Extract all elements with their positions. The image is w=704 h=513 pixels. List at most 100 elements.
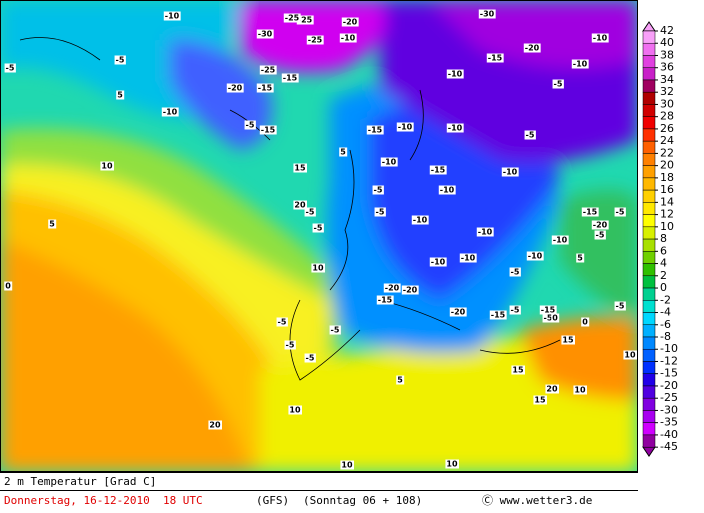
contour-label: -10 <box>165 12 180 21</box>
contour-label-box <box>438 185 456 195</box>
contour-label-box <box>366 125 384 135</box>
colorbar-label: -40 <box>660 428 678 441</box>
colorbar-segment <box>642 275 656 289</box>
contour-label: -5 <box>306 354 315 363</box>
colorbar-segment <box>642 410 656 423</box>
colorbar-segment <box>642 42 656 56</box>
contour-label: -25 <box>308 36 323 45</box>
contour-label: -15 <box>431 166 446 175</box>
colorbar-label: -15 <box>660 367 678 380</box>
contour-label: -5 <box>278 318 287 327</box>
contour-label: 10 <box>101 162 113 171</box>
contour-label: -25 <box>261 66 276 75</box>
contour-label-box <box>339 33 357 43</box>
contour-label-box <box>524 130 536 140</box>
colorbar-segment <box>642 348 656 362</box>
contour-label-box <box>329 325 341 335</box>
contour-label-box <box>591 220 609 230</box>
contour-label: -10 <box>503 168 518 177</box>
colorbar-segment <box>642 153 656 166</box>
contour-label-box <box>374 207 386 217</box>
contour-label: -10 <box>553 236 568 245</box>
contour-label: -20 <box>228 84 243 93</box>
colorbar-segment <box>642 104 656 117</box>
colorbar-label: 2 <box>660 269 667 282</box>
contour-label-box <box>256 83 274 93</box>
colorbar-segment <box>642 165 656 179</box>
contour-label: 5 <box>577 254 583 263</box>
contour-label: 5 <box>117 91 123 100</box>
colorbar-arrow <box>642 21 656 32</box>
colorbar-segment <box>642 226 656 240</box>
contour-label: -25 <box>298 16 313 25</box>
contour-label-box <box>614 207 626 217</box>
colorbar-label: -20 <box>660 379 678 392</box>
contour-label-box <box>571 59 589 69</box>
contour-label-box <box>161 107 179 117</box>
contour-label-box <box>340 460 354 470</box>
contour-label-box <box>509 305 521 315</box>
contour-label-box <box>256 29 274 39</box>
colorbar-segment <box>642 287 656 301</box>
contour-label: 0 <box>552 314 558 323</box>
contour-label-box <box>539 305 557 315</box>
contour-label: 5 <box>340 148 346 157</box>
contour-label-box <box>396 375 405 385</box>
contour-label-box <box>489 310 507 320</box>
contour-label-box <box>163 11 181 21</box>
colorbar-segment <box>642 373 656 387</box>
credit: Ⓒ www.wetter3.de <box>482 494 592 507</box>
colorbar-label: 32 <box>660 85 674 98</box>
contour-label: -20 <box>343 18 358 27</box>
colorbar-label: -45 <box>660 440 678 453</box>
contour-label-box <box>208 420 222 430</box>
colorbar-label: 30 <box>660 97 674 110</box>
colorbar-segment <box>642 214 656 228</box>
contour-label: 20 <box>546 385 558 394</box>
contour-label: -5 <box>511 268 520 277</box>
contour-label-box <box>581 317 590 327</box>
contour-label: -5 <box>331 326 340 335</box>
colorbar-segment <box>642 55 656 68</box>
contour-label-box <box>341 17 359 27</box>
colorbar-label: -2 <box>660 293 671 306</box>
contour-label-box <box>281 73 299 83</box>
contour-label: -10 <box>448 124 463 133</box>
contour-label: 10 <box>574 386 586 395</box>
colorbar-segment <box>642 91 656 105</box>
contour-label-box <box>594 230 606 240</box>
colorbar-label: 42 <box>660 24 674 37</box>
contour-label: -10 <box>478 228 493 237</box>
contour-label-box <box>293 200 307 210</box>
contour-label-box <box>533 395 547 405</box>
colorbar-segment <box>642 67 656 81</box>
contour-label: -5 <box>6 64 15 73</box>
contour-label: -5 <box>616 302 625 311</box>
contour-label: -10 <box>431 258 446 267</box>
contour-label: -15 <box>283 74 298 83</box>
contour-label-box <box>312 223 324 233</box>
contour-label: -10 <box>593 34 608 43</box>
colorbar-label: -8 <box>660 330 671 343</box>
contour-label-box <box>376 295 394 305</box>
contour-label: -15 <box>541 306 556 315</box>
contour-label: -10 <box>448 70 463 79</box>
contour-label: 15 <box>512 366 524 375</box>
forecast-step: (Sonntag 06 + 108) <box>303 494 422 507</box>
contour-label-box <box>551 235 569 245</box>
contour-label: -10 <box>398 123 413 132</box>
colorbar-label: 36 <box>660 61 674 74</box>
contour-label-box <box>523 43 541 53</box>
contour-label-box <box>114 55 126 65</box>
contour-label: -15 <box>261 126 276 135</box>
colorbar-label: 10 <box>660 220 674 233</box>
contour-label: -5 <box>116 56 125 65</box>
contour-label-box <box>486 53 504 63</box>
contour-label: 5 <box>49 220 55 229</box>
contour-label: -5 <box>544 314 553 323</box>
contour-label: 15 <box>562 336 574 345</box>
contour-label: -15 <box>378 296 393 305</box>
contour-label: -10 <box>528 252 543 261</box>
colorbar-segment <box>642 189 656 203</box>
